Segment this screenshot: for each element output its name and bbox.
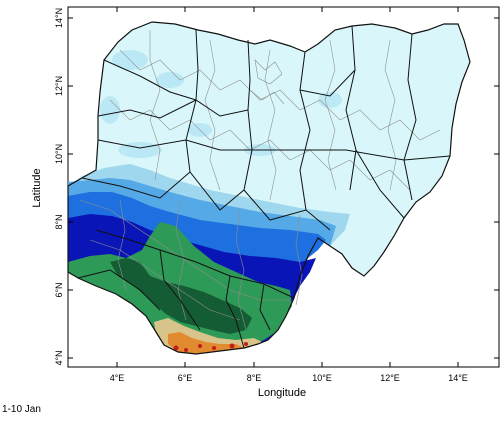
state-boundaries <box>77 25 451 349</box>
coastal-red-spots <box>173 342 248 352</box>
y-tick-marks <box>68 17 499 359</box>
y-tick-label: 14°N <box>54 8 64 28</box>
y-tick-label: 8°N <box>54 214 64 229</box>
x-tick-label: 6°E <box>178 373 193 383</box>
period-label: 1-10 Jan <box>2 404 41 415</box>
y-tick-label: 10°N <box>54 144 64 164</box>
lga-boundaries <box>79 30 441 331</box>
country-outline <box>67 21 471 355</box>
x-tick-label: 4°E <box>110 373 125 383</box>
x-tick-marks <box>116 7 459 367</box>
y-tick-label: 12°N <box>54 76 64 96</box>
x-axis-title: Longitude <box>258 387 306 399</box>
y-tick-label: 6°N <box>54 282 64 297</box>
x-tick-label: 10°E <box>312 373 332 383</box>
y-axis-title: Latitude <box>31 168 43 207</box>
y-tick-label: 4°N <box>54 350 64 365</box>
x-tick-label: 12°E <box>380 373 400 383</box>
x-tick-label: 14°E <box>448 373 468 383</box>
x-tick-label: 8°E <box>247 373 262 383</box>
dark-green-patches <box>110 258 252 334</box>
